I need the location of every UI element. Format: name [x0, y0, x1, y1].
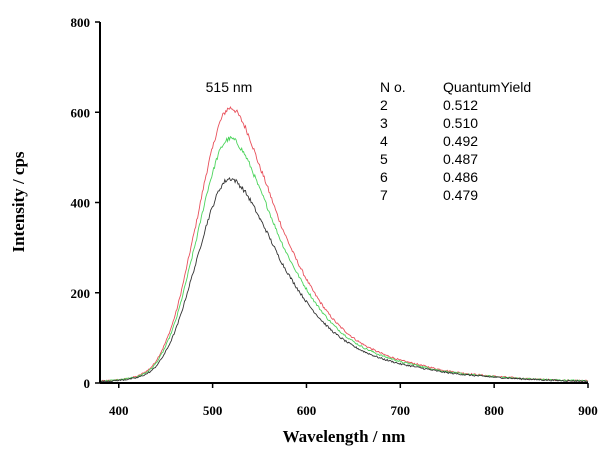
- table-cell-quantum-yield: 0.486: [443, 169, 478, 185]
- table-header-quantum-yield: QuantumYield: [443, 79, 531, 95]
- peak-annotation: 515 nm: [206, 79, 253, 95]
- table-cell-no: 5: [380, 151, 388, 167]
- table-cell-no: 2: [380, 97, 388, 113]
- ticks-layer: 400 500 600 700 800 900 0 200 400 600 800: [71, 15, 598, 418]
- y-tick-label: 200: [71, 286, 91, 301]
- x-tick-label: 700: [391, 403, 411, 418]
- x-tick-label: 900: [578, 403, 598, 418]
- series-line-2: [99, 135, 588, 383]
- table-cell-quantum-yield: 0.492: [443, 133, 478, 149]
- quantum-yield-table: 2 0.512 3 0.510 4 0.492 5 0.487 6 0.486 7 0.479: [380, 97, 478, 203]
- y-tick-label: 600: [71, 105, 91, 120]
- y-tick-label: 400: [71, 196, 91, 211]
- table-cell-no: 3: [380, 115, 388, 131]
- table-cell-no: 4: [380, 133, 388, 149]
- x-tick-label: 800: [484, 403, 504, 418]
- table-cell-no: 6: [380, 169, 388, 185]
- series-line-3: [99, 176, 589, 383]
- x-tick-label: 500: [203, 403, 223, 418]
- y-axis-title: Intensity / cps: [9, 151, 28, 252]
- x-tick-label: 400: [109, 403, 129, 418]
- table-cell-no: 7: [380, 187, 388, 203]
- table-cell-quantum-yield: 0.479: [443, 187, 478, 203]
- x-tick-label: 600: [297, 403, 317, 418]
- table-cell-quantum-yield: 0.510: [443, 115, 478, 131]
- series-layer: [99, 105, 589, 383]
- table-header-no: N o.: [380, 79, 406, 95]
- y-tick-label: 0: [84, 376, 91, 391]
- y-tick-label: 800: [71, 15, 91, 30]
- x-axis-title: Wavelength / nm: [283, 427, 406, 446]
- table-cell-quantum-yield: 0.512: [443, 97, 478, 113]
- table-cell-quantum-yield: 0.487: [443, 151, 478, 167]
